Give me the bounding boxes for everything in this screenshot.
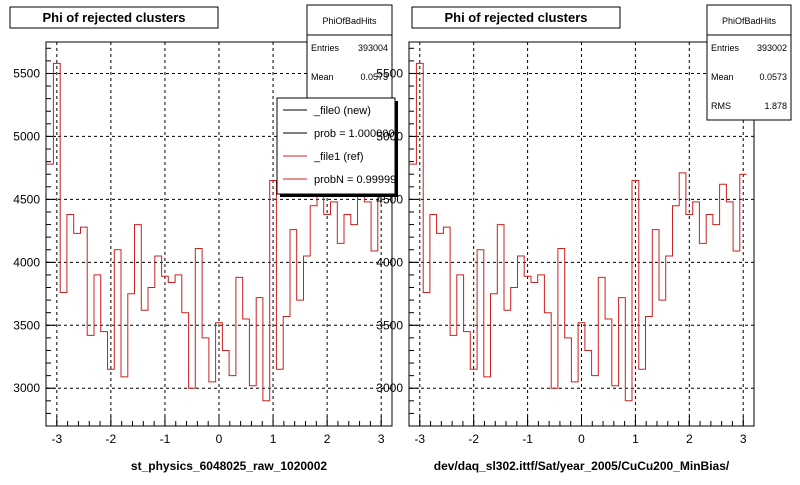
- x-axis-label: dev/daq_sl302.ittf/Sat/year_2005/CuCu200…: [434, 459, 730, 473]
- x-tick-label: 1: [270, 432, 277, 446]
- x-tick-label: 0: [216, 432, 223, 446]
- histogram-series-1: [409, 62, 747, 402]
- stats-rms-label: RMS: [711, 101, 731, 111]
- x-tick-label: 1: [632, 432, 639, 446]
- y-tick-label: 3000: [376, 381, 403, 395]
- chart-title: Phi of rejected clusters: [444, 10, 587, 25]
- stats-name: PhiOfBadHits: [722, 16, 777, 26]
- y-tick-label: 4000: [13, 255, 40, 269]
- stats-entries-value: 393004: [358, 43, 388, 53]
- y-tick-label: 3000: [13, 381, 40, 395]
- y-tick-label: 3500: [376, 318, 403, 332]
- x-tick-label: -2: [468, 432, 479, 446]
- y-tick-label: 5000: [376, 129, 403, 143]
- stats-mean-value: 0.0573: [360, 72, 388, 82]
- y-tick-label: 4500: [13, 192, 40, 206]
- chart-panel-2: -3 -2 -1 0 1 2 3 3000 3500 4000 4500 5000 5500 Phi of…: [376, 4, 792, 473]
- stats-box: [306, 4, 393, 101]
- chart-panel-1: -3 -2 -1 0 1 2 3 3000 3500 4000 4500 5000 5500 Phi of…: [9, 4, 398, 473]
- x-tick-label: 3: [378, 432, 385, 446]
- chart-title: Phi of rejected clusters: [42, 10, 185, 25]
- chart-title-box: [9, 6, 219, 29]
- stats-mean-value: 0.0573: [759, 72, 787, 82]
- legend-entry-label: _file1 (ref): [313, 151, 364, 163]
- legend-entry-label: _file0 (new): [313, 105, 371, 117]
- y-tick-label: 4000: [376, 255, 403, 269]
- x-axis-label: st_physics_6048025_raw_1020002: [131, 459, 327, 473]
- legend-entry-label: probN = 0.99999: [314, 174, 396, 186]
- chart-title-box: [411, 6, 621, 29]
- stats-entries-label: Entries: [311, 43, 340, 53]
- stats-rms-value: 1.878: [764, 101, 787, 111]
- x-tick-label: -1: [522, 432, 533, 446]
- stats-name: PhiOfBadHits: [322, 16, 377, 26]
- histogram-series-1: [46, 62, 385, 402]
- x-axis: -3 -2 -1 0 1 2 3: [408, 42, 755, 446]
- legend-entry-label: prob = 1.000000: [314, 128, 394, 140]
- x-tick-label: 3: [740, 432, 747, 446]
- y-tick-label: 5000: [13, 129, 40, 143]
- y-tick-label: 5500: [376, 66, 403, 80]
- x-tick-label: 2: [686, 432, 693, 446]
- x-tick-label: 2: [324, 432, 331, 446]
- x-tick-label: -2: [106, 432, 117, 446]
- x-tick-label: -3: [414, 432, 425, 446]
- legend-box: [276, 97, 396, 195]
- y-tick-label: 4500: [376, 192, 403, 206]
- stats-box: [706, 4, 792, 121]
- legend: _file0 (new) prob = 1.000000 _file1 (ref) p…: [276, 97, 398, 197]
- y-tick-label: 3500: [13, 318, 40, 332]
- x-tick-label: 0: [578, 432, 585, 446]
- stats-entries-value: 393002: [757, 43, 787, 53]
- y-axis: 3000 3500 4000 4500 5000 5500: [376, 47, 754, 427]
- x-tick-label: -3: [51, 432, 62, 446]
- x-axis: -3 -2 -1 0 1 2 3: [45, 42, 393, 446]
- stats-mean-label: Mean: [311, 72, 334, 82]
- y-tick-label: 5500: [13, 66, 40, 80]
- stats-mean-label: Mean: [711, 72, 734, 82]
- stats-entries-label: Entries: [711, 43, 740, 53]
- x-tick-label: -1: [160, 432, 171, 446]
